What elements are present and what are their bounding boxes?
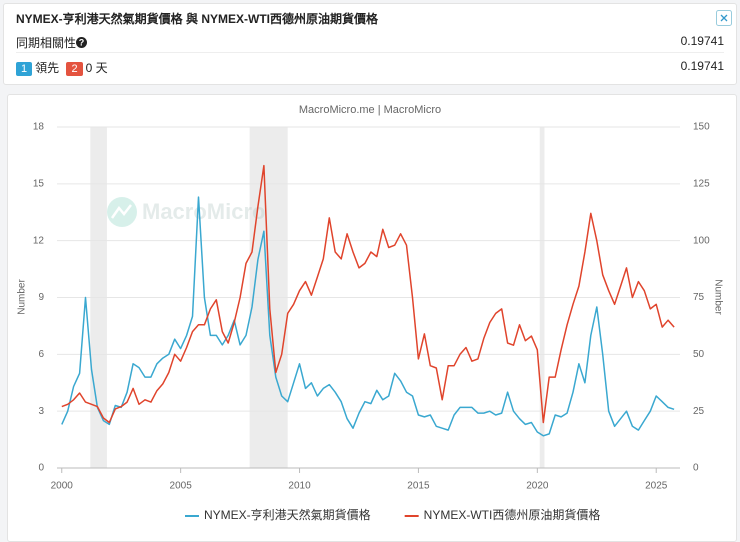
lead-label: 領先 (35, 61, 60, 75)
y2-tick-label: 100 (693, 235, 710, 246)
legend-label: NYMEX-WTI西德州原油期貨價格 (424, 507, 601, 522)
chart-subtitle: MacroMicro.me | MacroMicro (299, 104, 441, 116)
svg-text:?: ? (79, 37, 85, 47)
x-tick-label: 2020 (526, 481, 549, 492)
legend-item[interactable]: NYMEX-亨利港天然氣期貨價格 (185, 507, 371, 522)
y-axis-label: Number (17, 279, 28, 315)
x-tick-label: 2000 (51, 481, 74, 492)
correlation-label: 同期相關性 (16, 36, 77, 50)
y2-tick-label: 75 (693, 292, 705, 303)
correlation-value: 0.19741 (680, 34, 724, 48)
x-tick-label: 2025 (645, 481, 668, 492)
y2-axis-label: Number (712, 279, 723, 315)
correlation-row: 同期相關性? 0.19741 (16, 34, 724, 51)
y-tick-label: 15 (33, 178, 45, 189)
help-icon[interactable]: ? (76, 37, 88, 48)
y-tick-label: 12 (33, 235, 45, 246)
x-tick-label: 2010 (288, 481, 311, 492)
x-tick-label: 2005 (170, 481, 193, 492)
y2-tick-label: 150 (693, 122, 710, 133)
title: NYMEX-亨利港天然氣期貨價格 與 NYMEX-WTI西德州原油期貨價格 (16, 12, 378, 26)
lag-badge: 2 (66, 62, 83, 76)
legend-label: NYMEX-亨利港天然氣期貨價格 (204, 507, 371, 522)
y-tick-label: 6 (38, 349, 44, 360)
chart-panel (7, 94, 737, 542)
info-panel: NYMEX-亨利港天然氣期貨價格 與 NYMEX-WTI西德州原油期貨價格 同期… (3, 3, 737, 85)
y-tick-label: 0 (38, 463, 44, 474)
y-tick-label: 9 (38, 292, 44, 303)
lag-label: 0 天 (85, 61, 108, 75)
series-line (61, 196, 675, 437)
y2-tick-label: 50 (693, 349, 705, 360)
series-line (61, 164, 675, 424)
y2-tick-label: 125 (693, 178, 710, 189)
close-button[interactable] (716, 10, 732, 26)
watermark-text: MacroMicro (142, 199, 265, 224)
x-tick-label: 2015 (407, 481, 430, 492)
lead-badge: 1 (16, 62, 33, 76)
y2-tick-label: 0 (693, 463, 699, 474)
y-tick-label: 3 (38, 406, 44, 417)
lead-value: 0.19741 (680, 59, 724, 73)
legend-item[interactable]: NYMEX-WTI西德州原油期貨價格 (404, 507, 601, 522)
y2-tick-label: 25 (693, 406, 705, 417)
watermark: MacroMicro (107, 197, 265, 227)
y-tick-label: 18 (33, 122, 45, 133)
